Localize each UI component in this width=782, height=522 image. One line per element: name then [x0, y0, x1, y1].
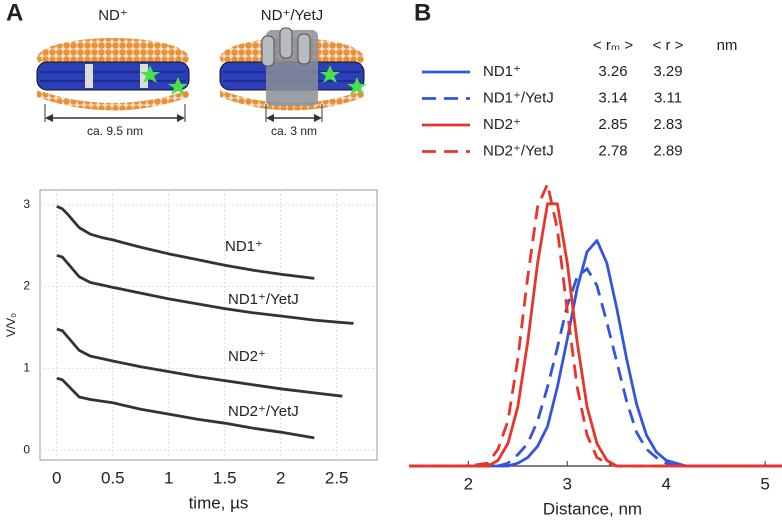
series-label: ND2⁺ [228, 348, 266, 365]
series-label: ND2⁺/YetJ [228, 403, 299, 420]
nanodisc-illustration [36, 38, 190, 122]
x-axis-label: Distance, nm [543, 499, 642, 518]
table-header: < r > [653, 37, 684, 54]
series-line [56, 327, 343, 398]
illustration-title: ND⁺/YetJ [261, 7, 323, 24]
legend-value: 2.89 [653, 142, 682, 159]
legend-label: ND1⁺/YetJ [483, 89, 554, 106]
legend-label: ND2⁺ [483, 116, 521, 133]
legend-value: 3.14 [598, 89, 627, 106]
x-tick-label: 0 [52, 468, 61, 487]
table-header: nm [717, 37, 738, 54]
series-line [409, 239, 782, 468]
series-label: ND1⁺/YetJ [228, 291, 299, 308]
legend-value: 3.29 [653, 63, 682, 80]
nanodisc-illustration [219, 27, 367, 122]
panel-label: A [6, 0, 23, 26]
plot-frame [39, 189, 378, 461]
panel-label: B [414, 0, 431, 26]
x-axis-label: time, µs [189, 493, 249, 512]
series-line [409, 182, 782, 468]
legend-value: 3.26 [598, 63, 627, 80]
y-axis-label: V/V₀ [4, 313, 18, 337]
series-line [409, 267, 782, 468]
illustration-title: ND⁺ [98, 7, 128, 24]
series-line [56, 254, 354, 325]
y-tick-label: 2 [23, 279, 30, 293]
legend-value: 3.11 [654, 89, 682, 106]
scale-label: ca. 3 nm [271, 124, 317, 138]
series-line [56, 376, 315, 440]
x-tick-label: 1 [164, 468, 173, 487]
series-label: ND1⁺ [225, 238, 263, 255]
legend-label: ND1⁺ [483, 63, 521, 80]
series-line [56, 205, 315, 280]
x-tick-label: 3 [563, 474, 572, 493]
scale-label: ca. 9.5 nm [87, 124, 143, 138]
x-tick-label: 5 [760, 474, 769, 493]
x-tick-label: 4 [661, 474, 670, 493]
y-tick-label: 3 [23, 197, 30, 211]
x-tick-label: 1.5 [213, 468, 237, 487]
legend-value: 2.83 [653, 116, 682, 133]
table-header: < rₘ > [593, 37, 633, 54]
legend-value: 2.85 [598, 116, 627, 133]
legend-label: ND2⁺/YetJ [483, 142, 554, 159]
x-tick-label: 2 [464, 474, 473, 493]
y-tick-label: 1 [23, 361, 30, 375]
x-tick-label: 2.5 [325, 468, 349, 487]
x-tick-label: 0.5 [101, 468, 125, 487]
legend-value: 2.78 [598, 142, 627, 159]
y-tick-label: 0 [23, 442, 30, 456]
x-tick-label: 2 [276, 468, 285, 487]
